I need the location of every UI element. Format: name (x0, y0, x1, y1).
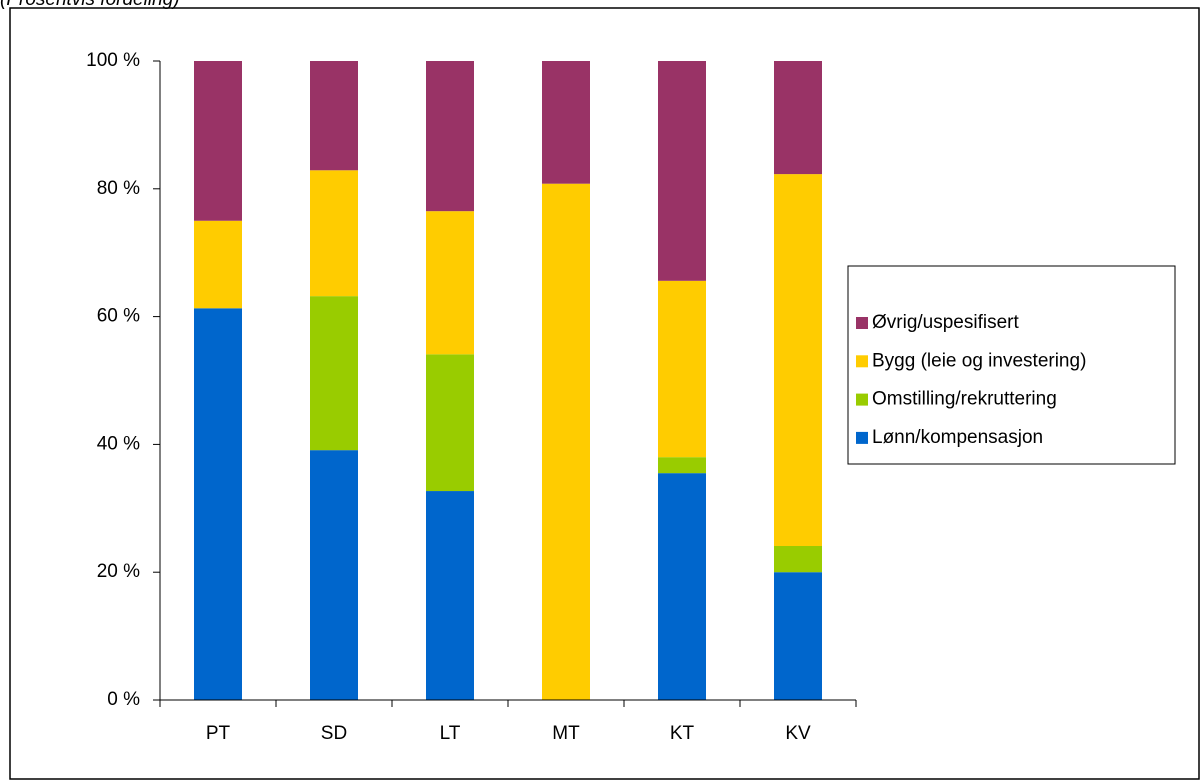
bar-segment (658, 280, 706, 458)
bar-segment (310, 170, 358, 297)
chart-subtitle: (Prosentvis fordeling) (0, 0, 180, 10)
x-tick-label: SD (321, 723, 347, 744)
x-tick-label: PT (206, 723, 231, 744)
y-tick-label: 80 % (97, 178, 140, 199)
bar-segment (658, 61, 706, 281)
bar-segment (194, 220, 242, 309)
bar-segment (658, 473, 706, 700)
x-tick-label: LT (440, 723, 461, 744)
bar-segment (658, 457, 706, 474)
bar-segment (426, 354, 474, 492)
y-tick-label: 40 % (97, 433, 140, 454)
bar-segment (774, 174, 822, 547)
bar-segment (310, 296, 358, 451)
y-tick-label: 20 % (97, 561, 140, 582)
x-tick-label: KT (670, 723, 695, 744)
y-tick-label: 0 % (107, 689, 140, 710)
bar-segment (310, 61, 358, 171)
legend-swatch (856, 355, 868, 368)
legend-swatch (856, 431, 868, 444)
x-tick-label: KV (785, 723, 811, 744)
bar-segment (774, 546, 822, 573)
y-tick-label: 60 % (97, 306, 140, 327)
legend-label: Bygg (leie og investering) (872, 350, 1086, 371)
legend-swatch (856, 317, 868, 329)
legend-label: Lønn/kompensasjon (872, 427, 1043, 448)
legend-box (847, 265, 1176, 465)
legend-swatch (856, 393, 868, 406)
bar-segment (542, 61, 590, 184)
bar-segment (774, 61, 822, 175)
y-tick-label: 100 % (86, 50, 140, 71)
bar-segment (426, 491, 474, 700)
bar-segment (194, 61, 242, 221)
legend-label: Øvrig/uspesifisert (872, 312, 1019, 333)
bar-segment (310, 450, 358, 700)
legend-label: Omstilling/rekruttering (872, 389, 1057, 410)
x-tick-label: MT (552, 723, 580, 744)
bar-segment (426, 211, 474, 355)
bar-segment (194, 308, 242, 700)
bar-segment (542, 183, 590, 701)
bar-segment (426, 61, 474, 212)
bar-segment (774, 572, 822, 700)
